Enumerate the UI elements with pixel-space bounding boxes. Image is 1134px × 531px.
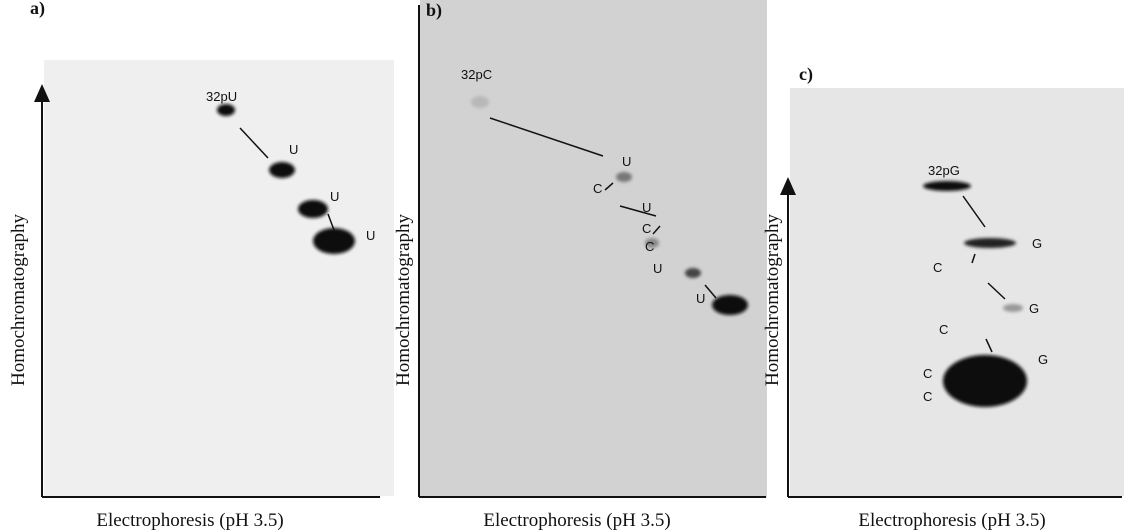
spot-label: G: [1032, 236, 1042, 251]
spot-label: 32pC: [461, 67, 492, 82]
spot-label: C: [593, 181, 602, 196]
connector: [985, 338, 993, 353]
spot: [964, 238, 1016, 248]
spot-label: C: [923, 366, 932, 381]
y-axis-label: Homochromatography: [8, 213, 29, 386]
connector: [239, 127, 269, 159]
spot: [616, 172, 632, 182]
panel-label: c): [799, 64, 813, 85]
spot: [313, 228, 355, 254]
spot: [1003, 304, 1023, 312]
spot: [471, 96, 489, 108]
connector: [962, 195, 986, 228]
x-axis-label: Electrophoresis (pH 3.5): [483, 510, 670, 531]
y-axis-label: Homochromatography: [762, 213, 783, 386]
spot-label: U: [330, 189, 339, 204]
spot-label: G: [1029, 301, 1039, 316]
gel-background: [44, 60, 394, 496]
spot-label: U: [653, 261, 662, 276]
connector: [489, 117, 604, 157]
spot: [298, 200, 328, 218]
spot-label: 32pG: [928, 163, 960, 178]
panel-a: a) 32pU U U U Electrophoresis (pH 3.5) H…: [8, 0, 394, 531]
spot-label: G: [1038, 352, 1048, 367]
spot-label: U: [642, 200, 651, 215]
connector: [327, 213, 335, 231]
panel-c: c) 32pG G C G C G C C Electrophoresis (p…: [762, 64, 1124, 531]
gel-background: [420, 0, 767, 497]
connector: [604, 182, 614, 191]
spot-label: U: [289, 142, 298, 157]
spot-label: U: [622, 154, 631, 169]
spot-label: C: [939, 322, 948, 337]
spot: [217, 104, 235, 116]
connector: [619, 205, 657, 217]
spot: [269, 162, 295, 178]
connector: [971, 253, 976, 264]
spot: [943, 355, 1027, 407]
x-axis-label: Electrophoresis (pH 3.5): [858, 510, 1045, 531]
connector: [987, 282, 1006, 300]
spot-label: U: [696, 291, 705, 306]
spot-label: C: [923, 389, 932, 404]
gel-background: [790, 88, 1124, 496]
y-axis-label: Homochromatography: [393, 213, 414, 386]
spot: [645, 238, 659, 248]
connector: [704, 284, 717, 299]
x-axis-label: Electrophoresis (pH 3.5): [96, 510, 283, 531]
spot-label: 32pU: [206, 89, 237, 104]
spot: [923, 181, 971, 191]
spot-label: U: [366, 228, 375, 243]
spot: [685, 268, 701, 278]
spot-label: C: [642, 221, 651, 236]
spot-label: C: [645, 239, 654, 254]
panel-label: b): [426, 0, 442, 21]
spot: [712, 295, 748, 315]
connector: [652, 225, 661, 235]
spot-label: C: [933, 260, 942, 275]
panel-b: b) 32pC U C U C C U U Electrophoresis (p…: [393, 0, 767, 531]
panel-label: a): [30, 0, 45, 19]
